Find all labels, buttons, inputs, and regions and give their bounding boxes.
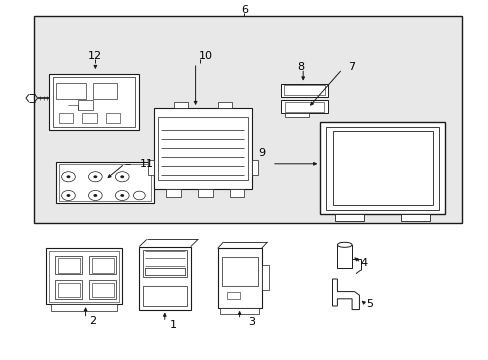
- Circle shape: [120, 175, 124, 178]
- Bar: [59, 113, 73, 123]
- Circle shape: [93, 175, 97, 178]
- Bar: [139, 247, 190, 310]
- Bar: [82, 113, 97, 123]
- Bar: [92, 283, 114, 297]
- Bar: [198, 189, 212, 197]
- Bar: [89, 280, 116, 299]
- Bar: [93, 83, 117, 99]
- Bar: [325, 127, 438, 210]
- Bar: [337, 245, 351, 268]
- Text: 2: 2: [89, 316, 96, 326]
- Bar: [58, 283, 80, 297]
- Bar: [49, 74, 139, 130]
- Text: 9: 9: [258, 148, 264, 158]
- Ellipse shape: [337, 242, 351, 247]
- Bar: [145, 268, 184, 275]
- Bar: [217, 248, 261, 308]
- Circle shape: [66, 194, 70, 197]
- Bar: [154, 108, 251, 189]
- Text: 10: 10: [198, 51, 212, 61]
- Bar: [55, 256, 82, 274]
- Bar: [227, 292, 239, 299]
- Bar: [105, 113, 120, 123]
- Bar: [400, 214, 429, 221]
- Bar: [281, 100, 327, 113]
- Text: 3: 3: [248, 317, 255, 327]
- Bar: [166, 189, 181, 197]
- Bar: [78, 100, 93, 110]
- Bar: [56, 83, 85, 99]
- Bar: [143, 286, 186, 306]
- Bar: [143, 250, 186, 277]
- Bar: [281, 84, 327, 97]
- Circle shape: [93, 194, 97, 197]
- Bar: [145, 268, 184, 275]
- Text: 4: 4: [360, 258, 367, 268]
- Text: 1: 1: [170, 320, 177, 330]
- Text: 7: 7: [348, 62, 355, 72]
- Bar: [284, 102, 324, 112]
- Text: 5: 5: [365, 299, 372, 309]
- Bar: [284, 85, 324, 95]
- Bar: [145, 268, 184, 275]
- Bar: [334, 214, 364, 221]
- Bar: [217, 102, 232, 108]
- Bar: [261, 265, 268, 290]
- Bar: [284, 113, 308, 117]
- Circle shape: [66, 175, 70, 178]
- Bar: [251, 160, 257, 175]
- Bar: [229, 189, 244, 197]
- Bar: [55, 280, 82, 299]
- Bar: [51, 304, 117, 311]
- Bar: [220, 308, 259, 314]
- Circle shape: [120, 194, 124, 197]
- Bar: [221, 257, 257, 286]
- Bar: [148, 160, 154, 175]
- Bar: [92, 258, 114, 273]
- Text: 6: 6: [241, 5, 247, 15]
- Bar: [49, 251, 119, 302]
- Polygon shape: [332, 279, 359, 310]
- Bar: [158, 117, 247, 180]
- Bar: [173, 102, 188, 108]
- Bar: [320, 122, 444, 214]
- Bar: [332, 131, 432, 205]
- Text: 8: 8: [297, 62, 304, 72]
- Bar: [89, 256, 116, 274]
- Text: 12: 12: [88, 51, 102, 61]
- Bar: [59, 164, 151, 201]
- Bar: [46, 248, 122, 304]
- Bar: [34, 16, 461, 223]
- Bar: [53, 77, 135, 127]
- Bar: [56, 162, 154, 203]
- Bar: [58, 258, 80, 273]
- Text: 11: 11: [140, 159, 153, 169]
